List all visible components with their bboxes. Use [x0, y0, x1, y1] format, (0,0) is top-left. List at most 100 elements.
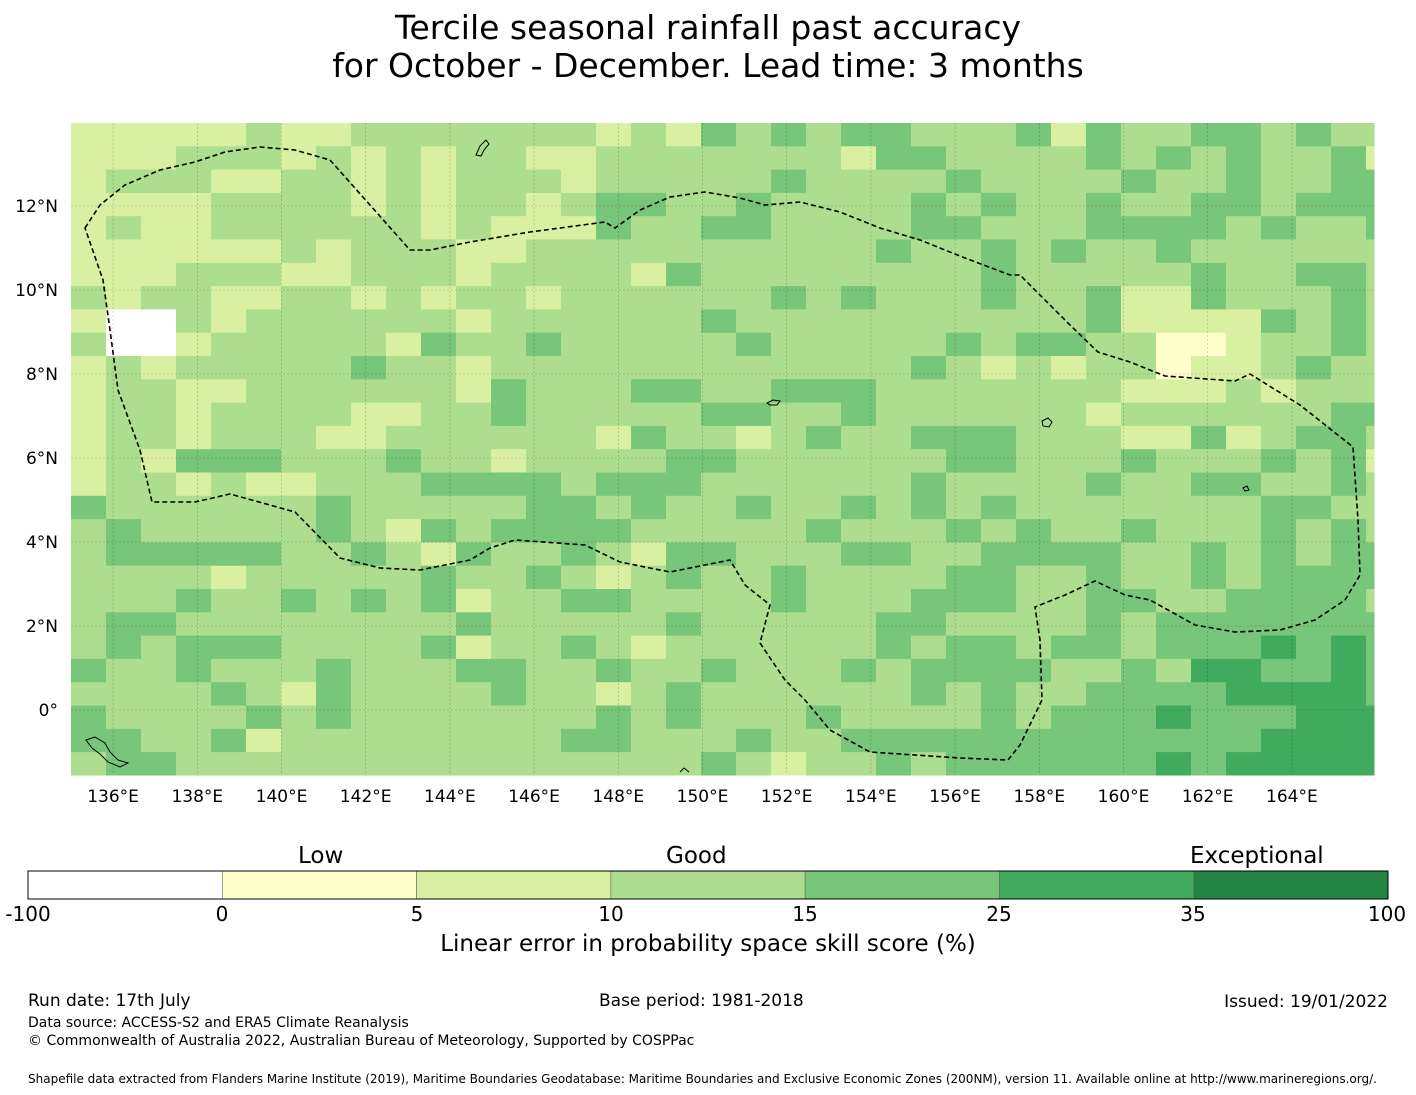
skill-cell: [491, 356, 527, 380]
skill-cell: [806, 612, 842, 637]
skill-cell: [946, 635, 982, 660]
skill-cell: [666, 239, 702, 264]
skill-cell: [1366, 519, 1375, 543]
skill-cell: [106, 286, 142, 310]
skill-cell: [1121, 123, 1157, 147]
skill-cell: [736, 169, 772, 194]
skill-cell: [806, 705, 842, 730]
skill-cell: [491, 379, 527, 404]
skill-cell: [1191, 309, 1227, 334]
skill-cell: [806, 495, 842, 520]
skill-cell: [351, 239, 387, 264]
skill-cell: [1156, 332, 1192, 357]
skill-cell: [1016, 332, 1052, 357]
skill-cell: [281, 286, 317, 310]
skill-cell: [351, 752, 387, 776]
skill-cell: [876, 169, 912, 194]
skill-cell: [1121, 752, 1157, 776]
skill-cell: [106, 658, 142, 683]
skill-cell: [176, 449, 212, 473]
skill-cell: [1226, 123, 1262, 147]
skill-cell: [421, 262, 457, 287]
skill-cell: [386, 565, 422, 590]
skill-cell: [71, 356, 107, 380]
skill-cell: [596, 379, 632, 404]
skill-cell: [1366, 752, 1375, 776]
skill-cell: [246, 192, 282, 217]
skill-cell: [1296, 379, 1332, 404]
skill-cell: [316, 239, 352, 264]
skill-cell: [141, 519, 177, 543]
skill-cell: [701, 612, 737, 637]
skill-cell: [456, 169, 492, 194]
skill-cell: [666, 356, 702, 380]
skill-cell: [771, 192, 807, 217]
skill-cell: [1261, 635, 1297, 660]
skill-cell: [141, 216, 177, 240]
skill-cell: [316, 635, 352, 660]
skill-cell: [176, 565, 212, 590]
skill-cell: [1191, 262, 1227, 287]
chuuk-island-outline: [766, 399, 781, 406]
skill-cell: [561, 356, 597, 380]
skill-cell: [246, 262, 282, 287]
skill-cell: [911, 612, 947, 637]
skill-cell: [806, 682, 842, 706]
skill-cell: [1156, 169, 1192, 194]
skill-cell: [876, 612, 912, 637]
skill-cell: [1191, 192, 1227, 217]
skill-cell: [1121, 682, 1157, 706]
skill-cell: [911, 169, 947, 194]
skill-cell: [1016, 123, 1052, 147]
skill-cell: [1156, 542, 1192, 567]
skill-cell: [1191, 728, 1227, 753]
skill-cell: [1366, 146, 1375, 171]
skill-cell: [456, 216, 492, 240]
skill-cell: [701, 589, 737, 613]
skill-cell: [911, 146, 947, 171]
skill-cell: [281, 425, 317, 450]
skill-cell: [71, 495, 107, 520]
skill-cell: [106, 239, 142, 264]
skill-cell: [841, 519, 877, 543]
skill-cell: [666, 682, 702, 706]
skill-cell: [1366, 356, 1375, 380]
skill-cell: [806, 239, 842, 264]
skill-cell: [946, 565, 982, 590]
skill-cell: [981, 425, 1017, 450]
skill-cell: [911, 192, 947, 217]
skill-cell: [666, 728, 702, 753]
longitude-label: 152°E: [761, 787, 813, 807]
skill-cell: [666, 332, 702, 357]
skill-cell: [281, 262, 317, 287]
skill-cell: [876, 309, 912, 334]
colorbar-label: Linear error in probability space skill …: [440, 931, 976, 957]
skill-cell: [596, 425, 632, 450]
skill-cell: [1051, 589, 1087, 613]
skill-cell: [71, 309, 107, 334]
skill-cell: [1016, 239, 1052, 264]
skill-cell: [876, 332, 912, 357]
skill-cell: [421, 589, 457, 613]
skill-cell: [981, 123, 1017, 147]
skill-cell: [351, 658, 387, 683]
skill-cell: [316, 216, 352, 240]
skill-cell: [561, 495, 597, 520]
skill-cell: [176, 705, 212, 730]
skill-cell: [281, 472, 317, 497]
skill-cell: [176, 425, 212, 450]
skill-cell: [1331, 262, 1367, 287]
skill-cell: [596, 682, 632, 706]
skill-cell: [386, 262, 422, 287]
skill-cell: [316, 169, 352, 194]
skill-cell: [71, 589, 107, 613]
skill-cell: [946, 728, 982, 753]
skill-cell: [1086, 379, 1122, 404]
skill-cell: [1296, 589, 1332, 613]
skill-cell: [596, 495, 632, 520]
skill-cell: [596, 705, 632, 730]
skill-cell: [806, 589, 842, 613]
skill-cell: [246, 146, 282, 171]
skill-cell: [876, 146, 912, 171]
skill-cell: [316, 356, 352, 380]
